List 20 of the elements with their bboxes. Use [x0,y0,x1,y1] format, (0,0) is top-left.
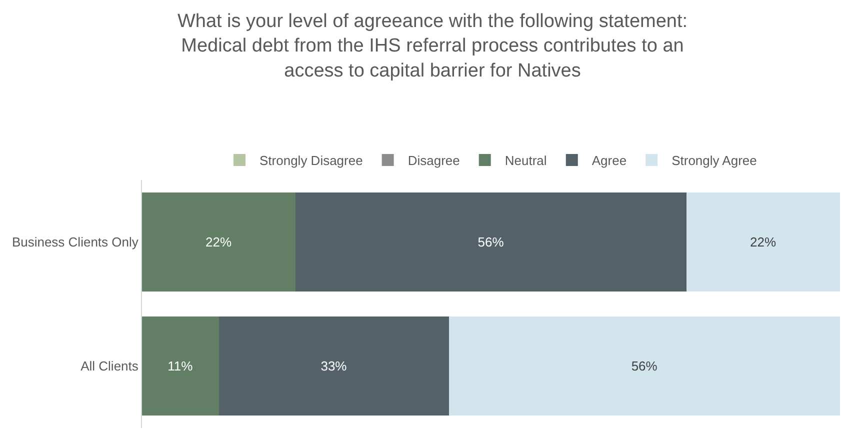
legend-label: Strongly Agree [672,153,757,168]
legend-label: Strongly Disagree [260,153,363,168]
bar [218,316,450,416]
bar [449,316,840,416]
y-tick-label: Business Clients Only [12,234,139,250]
data-label: 56% [631,358,658,374]
bar [686,192,840,292]
data-label: 22% [750,234,776,250]
legend-label: Agree [592,153,627,168]
data-label: 56% [478,234,504,250]
data-label: 33% [320,358,348,374]
chart-title: What is your level of agreeance with the following statement: Medical debt from the IHS referral process contributes to an access to capital barrier for Natives [177,10,688,82]
legend-label: Disagree [408,153,460,168]
bar [296,192,686,292]
data-label: 11% [168,358,194,374]
bar [142,192,296,292]
bar [142,316,219,416]
y-tick-label: All Clients [80,358,139,374]
data-label: 22% [206,234,232,250]
legend-label: Neutral [504,153,547,168]
